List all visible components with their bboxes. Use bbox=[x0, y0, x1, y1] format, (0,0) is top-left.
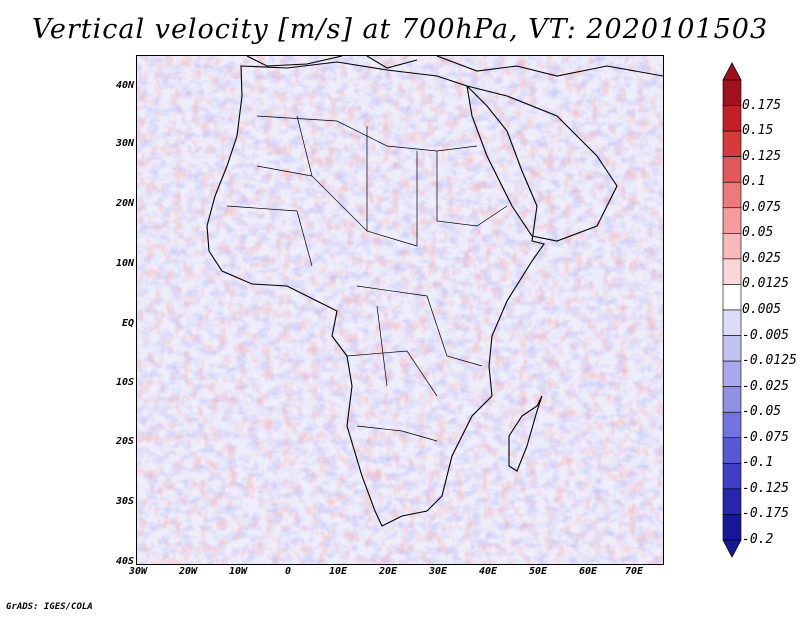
colorbar-tick-label: -0.025 bbox=[742, 378, 789, 394]
colorbar-tick-label: 0.075 bbox=[742, 199, 782, 215]
lon-label: 0 bbox=[284, 566, 292, 577]
upward-motion-field bbox=[137, 56, 663, 564]
colorbar-tick-label: 0.025 bbox=[742, 250, 782, 266]
lat-label: 40S bbox=[115, 556, 134, 567]
colorbar-swatch bbox=[722, 181, 742, 209]
colorbar-swatch bbox=[722, 360, 742, 387]
colorbar-min-arrow bbox=[722, 539, 742, 558]
lon-label: 50E bbox=[528, 566, 548, 577]
colorbar-swatch bbox=[722, 233, 742, 260]
colorbar-tick-label: 0.05 bbox=[742, 225, 774, 241]
colorbar-tick-label: -0.175 bbox=[742, 506, 789, 522]
colorbar-tick-label: 0.005 bbox=[742, 302, 782, 317]
colorbar-tick-label: -0.1 bbox=[742, 455, 774, 471]
velocity-field-map bbox=[137, 56, 663, 564]
lat-label: EQ bbox=[121, 318, 134, 329]
colorbar bbox=[722, 62, 742, 558]
colorbar-swatch bbox=[722, 335, 742, 362]
colorbar-swatch bbox=[722, 514, 742, 541]
lat-label: 10N bbox=[115, 258, 134, 269]
lon-label: 70E bbox=[624, 566, 644, 577]
arabia-coastline bbox=[466, 85, 618, 242]
colorbar-tick-label: -0.2 bbox=[742, 532, 774, 547]
lat-label: 40N bbox=[115, 80, 134, 91]
credit-text: GrADS: IGES/COLA bbox=[6, 602, 93, 612]
colorbar-swatch bbox=[722, 488, 742, 515]
colorbar-tick-label: -0.0125 bbox=[742, 353, 797, 369]
country-borders bbox=[226, 115, 508, 442]
lon-label: 30E bbox=[428, 566, 448, 577]
colorbar-swatch bbox=[722, 130, 742, 157]
africa-coastline bbox=[206, 61, 545, 527]
colorbar-tick-label: 0.1 bbox=[742, 174, 766, 190]
lon-label: 10W bbox=[228, 566, 248, 577]
colorbar-swatch bbox=[722, 207, 742, 234]
lon-label: 20E bbox=[378, 566, 398, 577]
colorbar-swatch bbox=[722, 258, 742, 285]
map-panel bbox=[136, 55, 664, 565]
lat-label: 10S bbox=[115, 377, 134, 388]
europe-coastline bbox=[246, 56, 663, 77]
colorbar-max-arrow bbox=[722, 62, 742, 81]
colorbar-swatch bbox=[722, 386, 742, 413]
colorbar-tick-label: -0.075 bbox=[742, 429, 789, 445]
colorbar-swatch bbox=[722, 284, 742, 311]
madagascar-coastline bbox=[508, 395, 543, 472]
lon-label: 10E bbox=[328, 566, 348, 577]
lon-label: 40E bbox=[478, 566, 498, 577]
colorbar-swatch bbox=[722, 463, 742, 490]
colorbar-swatch bbox=[722, 156, 742, 183]
colorbar-swatch bbox=[722, 105, 742, 132]
colorbar-tick-label: 0.0125 bbox=[742, 276, 789, 292]
colorbar-tick-label: -0.005 bbox=[742, 327, 789, 343]
colorbar-swatch bbox=[722, 79, 742, 106]
lon-label: 20W bbox=[178, 566, 198, 577]
colorbar-swatch bbox=[722, 309, 742, 336]
lat-label: 30S bbox=[115, 496, 134, 507]
colorbar-tick-label: -0.125 bbox=[742, 480, 789, 496]
chart-title: Vertical velocity [m/s] at 700hPa, VT: 2… bbox=[31, 14, 769, 45]
colorbar-tick-label: 0.125 bbox=[742, 148, 782, 164]
colorbar-tick-label: 0.15 bbox=[742, 123, 774, 139]
colorbar-tick-label: -0.05 bbox=[742, 404, 782, 420]
lon-label: 30W bbox=[128, 566, 148, 577]
lon-label: 60E bbox=[578, 566, 598, 577]
lat-label: 30N bbox=[115, 138, 134, 149]
colorbar-swatch bbox=[722, 411, 742, 439]
lat-label: 20S bbox=[115, 436, 134, 447]
colorbar-swatch bbox=[722, 437, 742, 464]
colorbar-tick-label: 0.175 bbox=[742, 97, 782, 113]
lat-label: 20N bbox=[115, 198, 134, 209]
